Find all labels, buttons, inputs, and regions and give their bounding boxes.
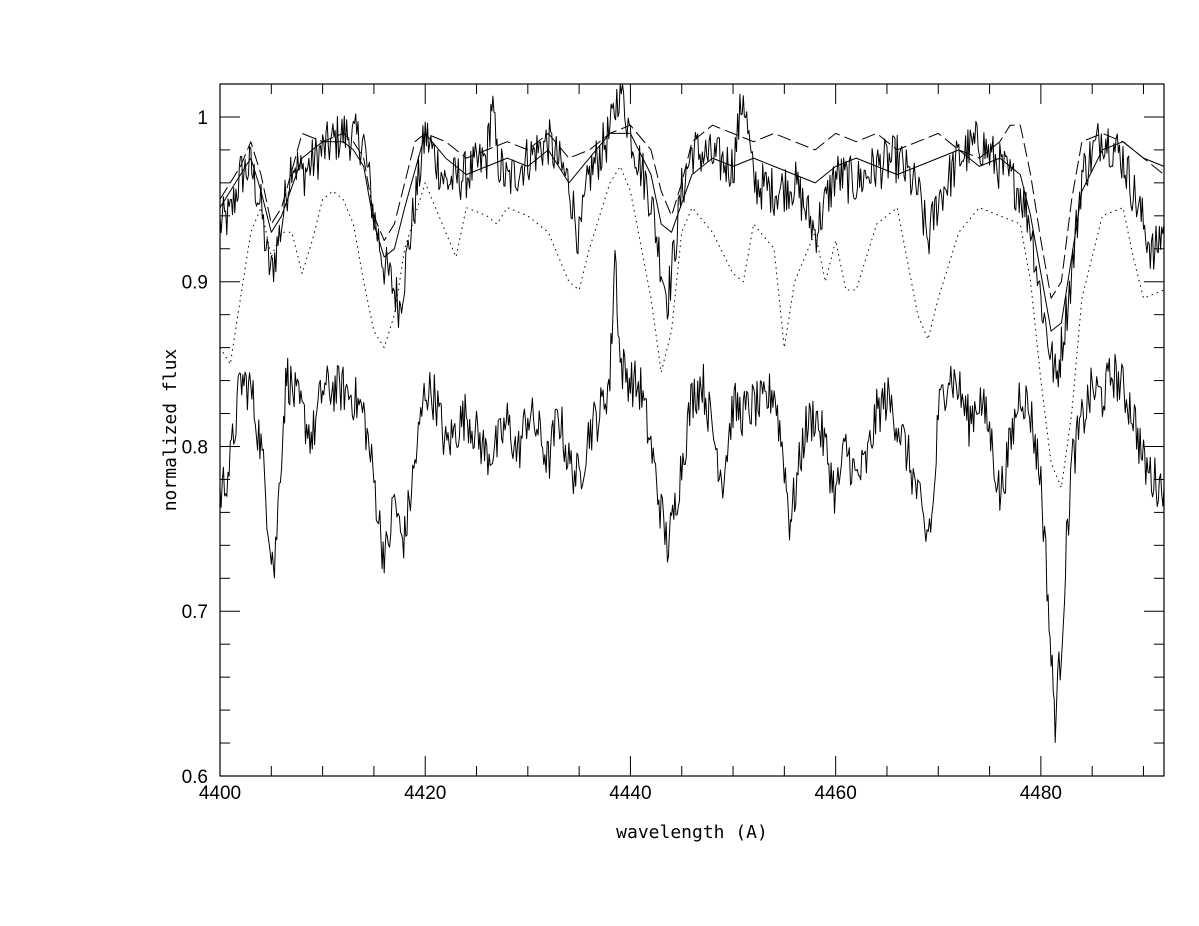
x-tick-label: 4440	[609, 783, 651, 804]
x-tick-label: 4400	[199, 783, 241, 804]
series-group	[219, 83, 1165, 743]
y-tick-label: 1	[197, 108, 208, 129]
x-tick-label: 4420	[404, 783, 446, 804]
tick-labels: 4400 4420 4440 4460 4480 0.6 0.7 0.8 0.9 1	[182, 108, 1062, 804]
y-tick-label: 0.8	[182, 437, 208, 458]
x-axis-label: wavelength (A)	[616, 822, 768, 843]
plot-frame	[219, 83, 1165, 777]
y-tick-label: 0.7	[182, 602, 208, 623]
x-tick-label: 4480	[1020, 783, 1062, 804]
series-line-5	[219, 249, 1165, 743]
series-line-4	[219, 165, 1165, 489]
series-line-2	[219, 124, 1165, 299]
y-axis-label: normalized flux	[160, 349, 181, 512]
axis-ticks	[219, 83, 1164, 777]
y-tick-label: 0.9	[182, 273, 208, 294]
series-line-3	[219, 132, 1165, 332]
series-line-1	[219, 83, 1165, 388]
y-tick-label: 0.6	[182, 767, 208, 788]
x-tick-label: 4460	[815, 783, 857, 804]
